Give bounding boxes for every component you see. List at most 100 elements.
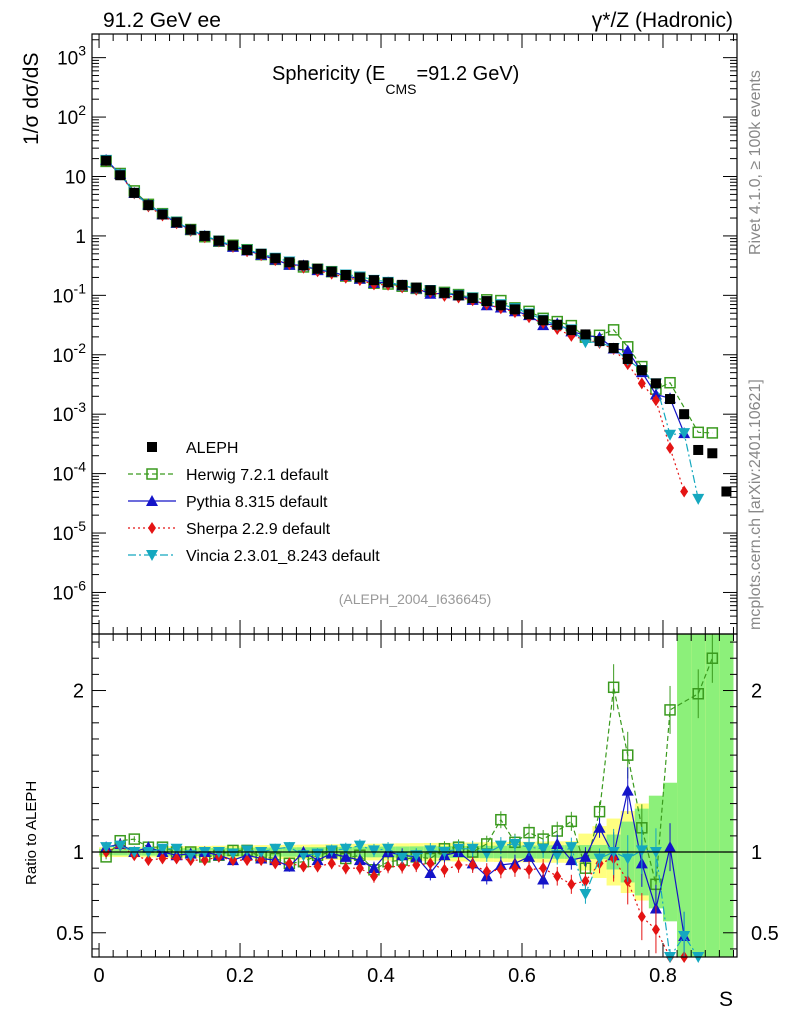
y-tick-label: 10-6 [52,577,86,604]
y-tick-label: 10 [65,167,86,188]
series-marker-ratio [466,843,479,855]
series-marker-ratio [635,845,648,857]
series-marker-main [680,485,689,498]
series-marker-ratio [269,843,282,855]
data-point [199,230,210,241]
legend-label: Sherpa 2.2.9 default [186,521,331,538]
legend-label: Vincia 2.3.01_8.243 default [186,548,380,565]
green-band-bin [719,634,734,957]
series-marker-ratio [341,862,350,875]
series-marker-ratio [283,842,296,854]
x-tick-label: 0.4 [367,965,395,987]
y-tick-label: 10-3 [52,399,86,426]
mcplots-label: mcplots.cern.ch [arXiv:2401.10621] [747,379,764,630]
data-point [312,263,323,274]
data-point [509,304,520,315]
series-marker-main [678,428,691,440]
analysis-tag: (ALEPH_2004_I636645) [339,591,492,607]
rivet-label: Rivet 4.1.0, ≥ 100k events [747,70,764,255]
data-point [594,336,605,347]
series-marker-main [664,376,676,389]
series-marker-ratio [454,858,463,871]
series-marker-ratio [525,863,534,876]
data-point [242,244,253,255]
series-marker-ratio [325,845,338,857]
data-point [552,319,563,330]
series-marker-ratio [468,858,477,871]
series-marker-ratio [424,867,437,879]
green-band-bin [691,634,706,957]
data-point [721,486,732,497]
data-point [495,300,506,311]
series-marker-ratio [114,840,127,852]
series-marker-ratio [621,749,634,761]
x-tick-label: 0.2 [226,965,254,987]
ratio-tick-label-right: 1 [751,842,762,864]
series-marker-ratio [382,843,395,855]
series-marker-ratio [539,862,548,875]
data-point [608,342,619,353]
series-marker-ratio [355,862,364,875]
green-band-bin [677,634,692,957]
data-point [171,217,182,228]
series-marker-ratio [678,931,691,943]
series-marker-ratio [495,813,507,826]
data-point [453,290,464,301]
series-marker-ratio [285,857,294,870]
series-marker-ratio [510,862,519,875]
series-marker-ratio [482,865,491,878]
series-line-main [105,160,713,434]
data-point [481,296,492,307]
series-marker-ratio [311,848,324,860]
series-marker-ratio [257,854,266,867]
series-marker-ratio [651,923,660,936]
y-tick-label: 102 [57,102,86,129]
series-marker-ratio [297,850,310,862]
series-line-main [105,159,685,434]
legend-marker [146,468,158,480]
series-marker-ratio [410,850,423,862]
header-right: γ*/Z (Hadronic) [592,9,733,32]
series-marker-ratio [158,852,167,865]
data-point [636,365,647,376]
series-marker-main [706,427,719,439]
series-marker-ratio [313,860,322,873]
legend-marker [146,550,158,561]
data-point [129,187,140,198]
series-marker-ratio [551,837,564,849]
ratio-tick-label-right: 2 [751,681,762,703]
series-marker-ratio [424,845,437,857]
y-axis-label: 1/σ dσ/dS [20,53,43,145]
series-marker-main [579,337,592,349]
series-marker-ratio [271,857,280,870]
series-marker-ratio [339,850,352,862]
series-marker-ratio [241,845,254,857]
series-marker-main [651,394,660,407]
series-marker-ratio [523,826,535,839]
data-point [368,275,379,286]
series-marker-ratio [156,843,169,855]
series-marker-ratio [327,857,336,870]
series-marker-ratio [553,870,562,883]
series-marker-ratio [369,870,378,883]
data-point [425,285,436,296]
series-marker-ratio [452,843,465,855]
series-marker-ratio [523,850,536,862]
series-marker-ratio [200,854,209,867]
data-point [383,277,394,288]
series-marker-ratio [551,850,564,862]
green-band-bin [705,634,720,957]
data-point [115,170,126,181]
series-marker-ratio [664,704,676,716]
series-marker-ratio [664,841,677,853]
series-marker-main [649,388,662,400]
series-marker-ratio [508,838,521,850]
data-point [665,394,676,405]
data-point [397,279,408,290]
data-point [143,200,154,211]
series-marker-ratio [367,845,380,857]
series-marker-ratio [692,688,704,700]
x-tick-label: 0 [93,965,104,987]
x-axis-label: S [719,988,733,1011]
